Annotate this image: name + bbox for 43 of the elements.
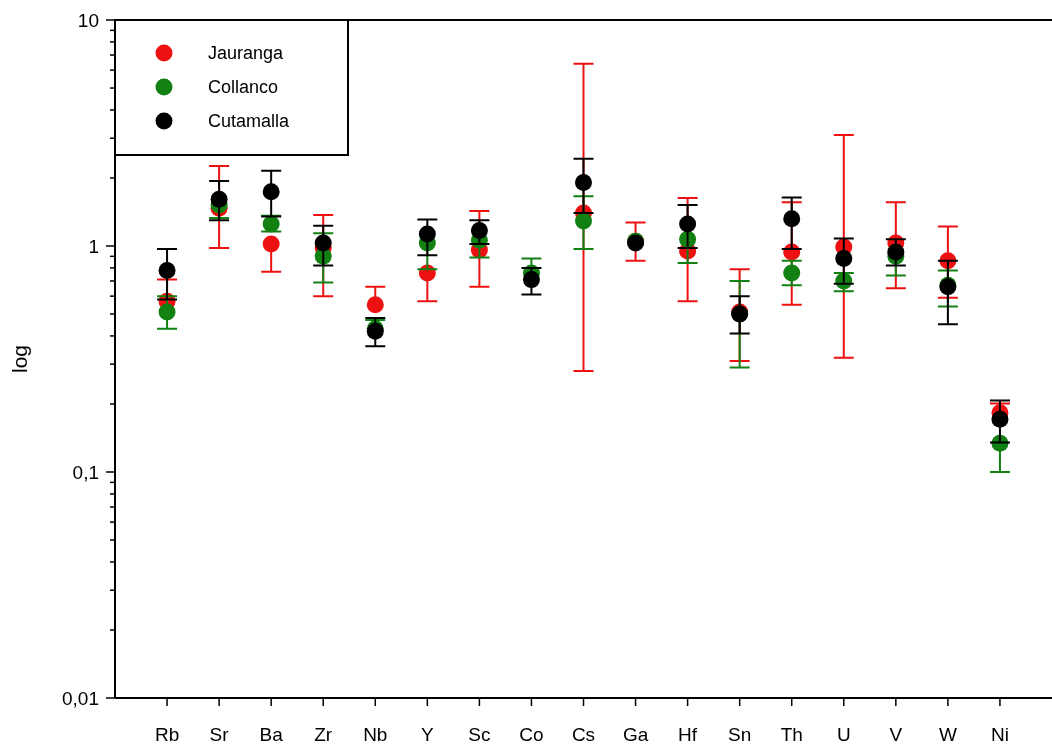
x-tick-label: U (836, 724, 851, 745)
x-tick-label: W (938, 724, 957, 745)
legend-label: Jauranga (208, 43, 285, 64)
x-tick-label: Rb (154, 724, 180, 745)
y-axis-title: log (8, 344, 31, 374)
point (575, 212, 592, 230)
point (158, 261, 176, 279)
point (366, 296, 384, 314)
point (783, 210, 801, 228)
x-tick-label: Sn (728, 724, 752, 745)
x-tick-label: Hf (678, 724, 698, 745)
x-tick-label: Th (780, 724, 803, 745)
point (210, 190, 228, 208)
x-tick-label: Cs (571, 724, 596, 745)
y-tick-label: 0,1 (72, 461, 99, 483)
x-tick-label: Sc (468, 724, 491, 745)
x-tick-label: Co (519, 724, 544, 745)
point (679, 215, 697, 233)
point (158, 303, 176, 321)
point (783, 264, 801, 282)
x-tick-label: Ga (622, 724, 649, 745)
x-tick-label: Zr (314, 724, 333, 745)
y-tick-label: 1 (88, 235, 99, 257)
point (262, 235, 280, 253)
point (835, 250, 853, 268)
point (314, 234, 332, 252)
point (418, 225, 436, 243)
point (262, 183, 280, 201)
x-tick-label: Y (420, 724, 434, 745)
x-tick-label: Ba (259, 724, 284, 745)
x-tick-label: Ni (990, 724, 1009, 745)
y-tick-label: 0,01 (62, 687, 99, 709)
x-tick-label: Nb (363, 724, 388, 745)
legend-label: Cutamalla (208, 111, 291, 132)
x-tick-label: V (889, 724, 903, 745)
point (522, 271, 540, 289)
y-tick-label: 10 (77, 9, 99, 31)
x-tick-label: Sr (209, 724, 230, 745)
point (887, 243, 905, 261)
point (991, 410, 1009, 428)
point (470, 222, 488, 240)
point (575, 173, 592, 191)
legend-label: Collanco (208, 77, 279, 98)
